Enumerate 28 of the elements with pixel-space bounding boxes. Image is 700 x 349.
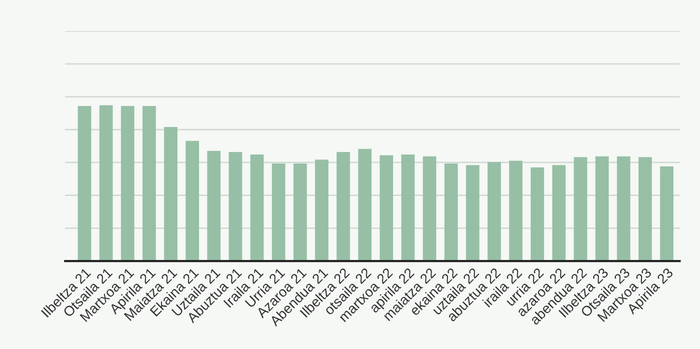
bar [401, 154, 415, 262]
bar [120, 106, 134, 262]
bar [444, 164, 458, 262]
bar [272, 164, 286, 262]
bar [638, 157, 652, 262]
bar [574, 157, 588, 262]
bar [142, 106, 156, 262]
bar [293, 164, 307, 262]
bar [488, 162, 501, 262]
bar [552, 165, 566, 262]
bar [616, 156, 630, 262]
bar [250, 154, 264, 262]
bar [380, 155, 394, 262]
bar [164, 127, 178, 262]
bar [99, 105, 113, 262]
bar [509, 160, 522, 262]
bar [186, 140, 200, 262]
bar [422, 156, 436, 262]
bar [466, 165, 480, 262]
bar [228, 152, 242, 262]
bar [336, 152, 350, 262]
bar [660, 166, 674, 262]
bar [595, 156, 609, 262]
bar [78, 106, 92, 262]
bar [530, 167, 544, 262]
bar [315, 160, 328, 262]
bar [207, 150, 221, 262]
bar [358, 148, 372, 262]
